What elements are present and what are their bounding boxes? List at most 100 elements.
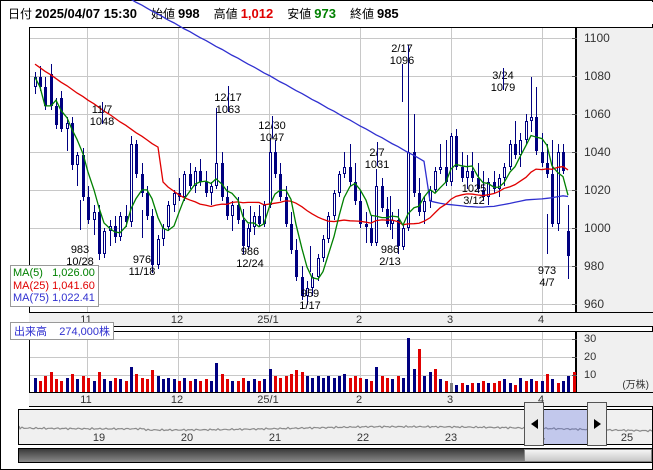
candle-body-up: [338, 174, 341, 194]
volume-bar: [327, 375, 330, 392]
range-navigator[interactable]: 19202122232425: [18, 402, 653, 446]
volume-bar: [39, 381, 42, 392]
volume-bar: [514, 384, 517, 392]
candle-wick: [350, 143, 351, 186]
price-tick-label: 960: [584, 296, 605, 311]
ma-legend-name: MA(25): [13, 279, 50, 292]
ma-legend-value: 1,041.60: [52, 279, 95, 292]
price-tick-label: 1100: [584, 30, 610, 45]
volume-bar: [146, 379, 149, 392]
volume-bar: [178, 381, 181, 392]
candle-body-up: [503, 166, 506, 179]
price-annotation: 976 11/18: [128, 254, 156, 278]
open-value: 998: [177, 5, 200, 21]
volume-bar: [290, 374, 293, 392]
candle-wick: [216, 107, 217, 190]
x-tick-label: 4: [537, 314, 545, 326]
annotation-leader-line: [503, 68, 504, 90]
price-annotation: 983 10/28: [66, 244, 94, 268]
horizontal-scrollbar[interactable]: [18, 448, 653, 463]
price-tick-label: 1060: [584, 106, 611, 121]
volume-tick-mark: [572, 375, 577, 377]
annotation-line1: 2/17: [391, 43, 413, 55]
volume-chart-panel[interactable]: [29, 331, 581, 392]
low-label: 安値: [287, 6, 312, 21]
candle-body-up: [317, 257, 320, 277]
annotation-line1: 959: [300, 288, 320, 300]
gridline: [30, 75, 575, 77]
candle-wick: [547, 143, 548, 179]
volume-bar: [354, 375, 357, 392]
navigator-left-handle[interactable]: [524, 402, 544, 446]
candle-body-down: [562, 151, 565, 171]
price-tick-label: 1020: [584, 182, 611, 197]
price-tick-label: 980: [584, 258, 605, 273]
annotation-line1: 983: [70, 244, 90, 256]
scrollbar-track[interactable]: [19, 449, 524, 462]
volume-bar: [237, 381, 240, 392]
candle-body-down: [189, 174, 192, 186]
volume-bar: [477, 383, 480, 392]
candle-body-up: [498, 178, 501, 190]
candle-body-down: [477, 178, 480, 190]
price-tick-label: 1000: [584, 220, 611, 235]
x-tick-label: 3: [446, 394, 454, 406]
volume-bar: [82, 375, 85, 392]
annotation-leader-line: [390, 196, 391, 230]
candle-body-down: [226, 197, 229, 217]
volume-bar: [247, 381, 250, 392]
annotation-leader-line: [80, 200, 81, 230]
navigator-sparkline: [19, 424, 652, 433]
gridline: [30, 227, 575, 229]
gridline: [178, 28, 179, 312]
gridline: [542, 332, 543, 392]
candle-body-up: [231, 204, 234, 217]
candle-body-down: [397, 219, 400, 247]
navigator-right-handle[interactable]: [587, 402, 607, 446]
volume-bar: [535, 381, 538, 392]
price-tick-mark: [572, 75, 577, 77]
candle-body-up: [119, 216, 122, 237]
annotation-line2: 1063: [216, 104, 240, 116]
right-arrow-icon: [593, 419, 601, 429]
volume-bar: [418, 348, 421, 392]
ma-legend-row: MA(5) 1,026.00: [13, 267, 96, 280]
high-label: 高値: [213, 6, 238, 21]
volume-bar: [189, 381, 192, 392]
price-tick-mark: [572, 113, 577, 115]
volume-bar: [205, 379, 208, 392]
candle-body-down: [141, 174, 144, 194]
gridline: [30, 303, 575, 305]
price-annotation: 2/17 1096: [390, 43, 414, 67]
volume-bar: [434, 368, 437, 392]
high-group: 高値 1,012: [214, 5, 274, 22]
volume-bar: [573, 372, 576, 392]
candle-body-down: [493, 181, 496, 190]
annotation-line2: 11/18: [128, 265, 156, 278]
volume-bar: [567, 375, 570, 392]
candle-body-down: [39, 77, 42, 87]
volume-bar: [66, 377, 69, 392]
candle-body-down: [535, 117, 538, 152]
navigator-tick-label: 21: [268, 432, 282, 444]
volume-bar: [530, 379, 533, 392]
annotation-leader-line: [377, 142, 378, 166]
price-tick-mark: [572, 37, 577, 39]
volume-bar: [493, 383, 496, 392]
candle-body-down: [258, 216, 261, 224]
price-chart-panel[interactable]: 11/7104898310/2897611/1812/17106312/3010…: [29, 0, 576, 312]
candle-body-down: [279, 174, 282, 198]
annotation-line2: 1/17: [299, 299, 321, 312]
volume-bar: [471, 383, 474, 392]
moving-average-overlay: [34, 0, 569, 280]
volume-bar: [317, 375, 320, 392]
x-tick-label: 25/1: [257, 314, 279, 326]
candle-body-down: [146, 193, 149, 217]
volume-bar: [269, 368, 272, 392]
volume-bar: [60, 381, 63, 392]
scrollbar-thumb[interactable]: [524, 449, 652, 462]
gridline: [30, 357, 575, 359]
annotation-line1: 986: [380, 244, 400, 256]
candle-body-up: [434, 170, 437, 190]
navigator-selection[interactable]: [534, 410, 597, 444]
